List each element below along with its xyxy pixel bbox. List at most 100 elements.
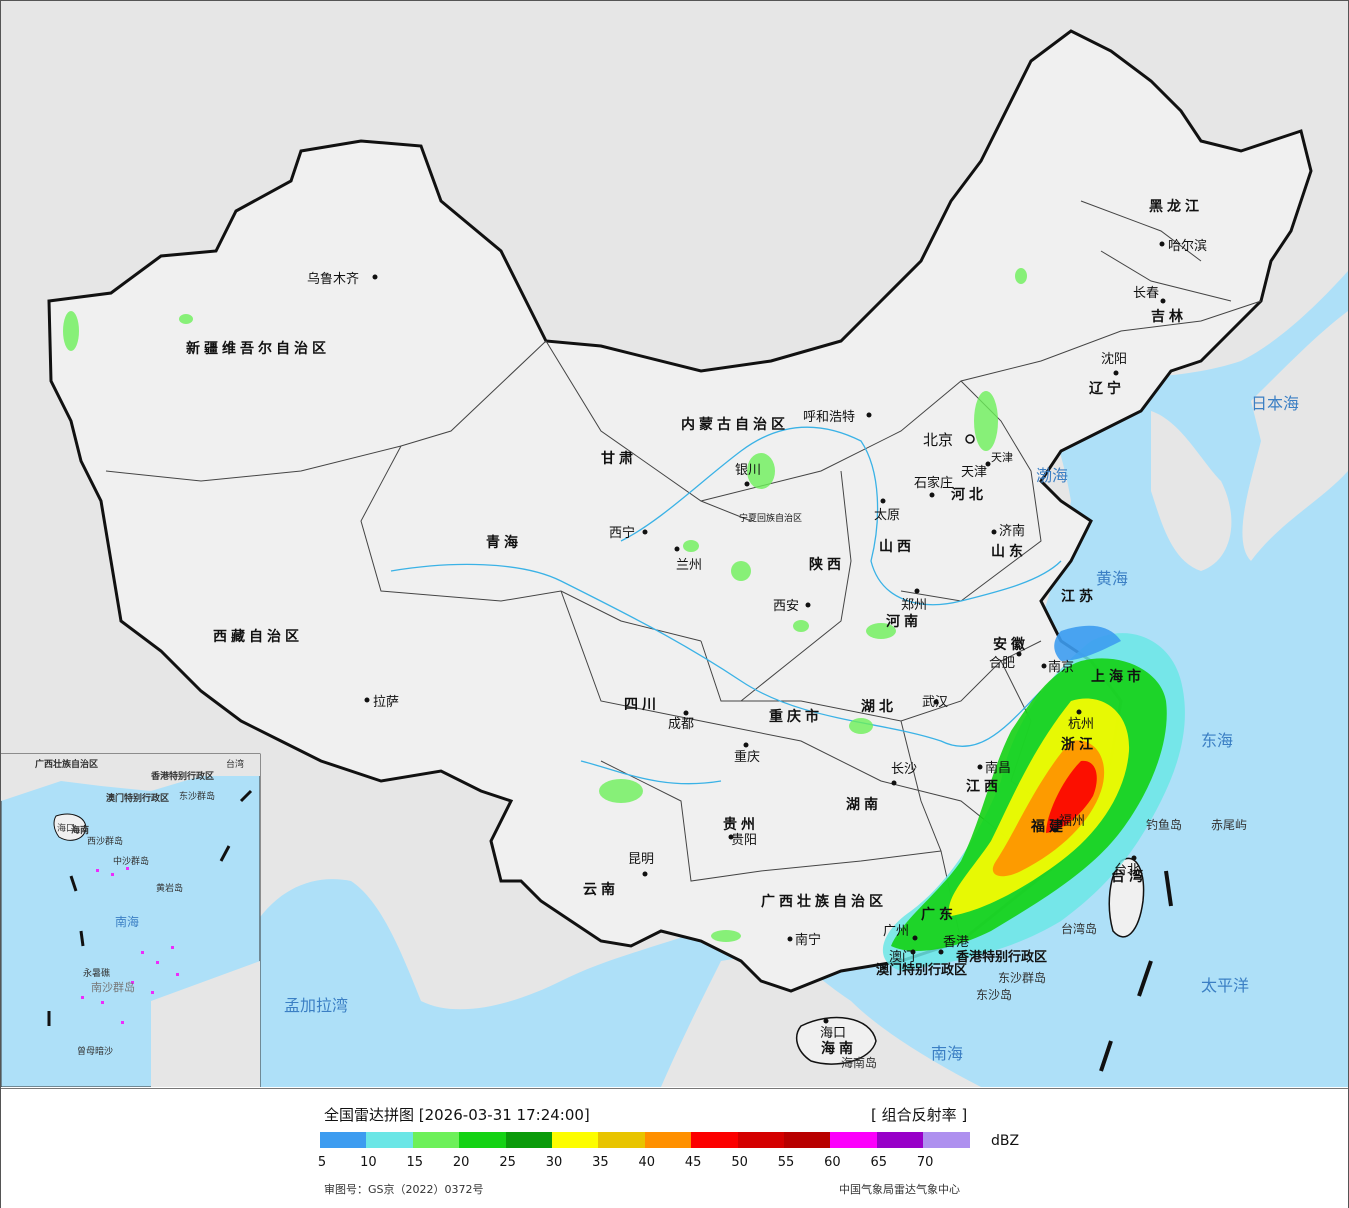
inset-label: 台湾 (226, 758, 244, 770)
province-label: 台湾 (1111, 868, 1147, 885)
sar-label: 澳门特别行政区 (876, 962, 967, 978)
city-label: 沈阳 (1101, 352, 1127, 367)
city-label: 合肥 (989, 656, 1015, 671)
city-label: 郑州 (901, 598, 927, 613)
legend-panel: 全国雷达拼图 [2026-03-31 17:24:00] [ 组合反射率 ] d… (1, 1088, 1348, 1208)
island-label: 赤尾屿 (1211, 818, 1247, 832)
china-mainland (47, 29, 1313, 993)
color-swatch (737, 1132, 785, 1148)
maritime-boundary (1099, 870, 1173, 1072)
sea-label: 太平洋 (1201, 976, 1249, 995)
province-label: 河南 (886, 613, 922, 630)
inset-label: 南海 (115, 914, 139, 929)
inset-label: 曾母暗沙 (77, 1045, 113, 1057)
province-label: 江西 (966, 778, 1002, 795)
province-label: 湖北 (861, 699, 897, 715)
province-label: 青海 (486, 534, 522, 551)
province-label: 广东 (921, 906, 957, 923)
sea-label: 东海 (1201, 731, 1233, 750)
city-label: 北京 (923, 431, 953, 449)
province-label: 辽宁 (1089, 380, 1125, 397)
unit-label: dBZ (991, 1133, 1020, 1149)
province-label: 新疆维吾尔自治区 (186, 340, 330, 357)
color-swatch (923, 1132, 971, 1148)
source-label: 中国气象局雷达气象中心 (839, 1183, 960, 1196)
province-labels: 新疆维吾尔自治区 西藏自治区 青海 甘肃 内蒙古自治区 黑龙江 吉林 辽宁 河北… (186, 198, 1203, 1057)
province-label: 四川 (624, 697, 660, 713)
inset-label: 东沙群岛 (179, 790, 215, 802)
scale-tick: 50 (731, 1155, 748, 1170)
province-label: 甘肃 (601, 450, 637, 467)
city-label: 武汉 (922, 695, 948, 710)
inset-label: 南沙群岛 (91, 980, 135, 994)
city-label: 银川 (735, 463, 761, 478)
scale-tick: 55 (777, 1155, 795, 1170)
scale-tick: 40 (638, 1155, 656, 1170)
inset-label: 香港特别行政区 (150, 770, 214, 782)
city-label: 长沙 (891, 762, 917, 777)
scale-tick: 25 (499, 1155, 516, 1170)
color-swatch (876, 1132, 924, 1148)
province-label: 江苏 (1061, 588, 1097, 605)
province-label: 山西 (879, 539, 915, 555)
color-swatch (366, 1132, 414, 1148)
city-label: 天津 (961, 465, 987, 480)
legend-title: 全国雷达拼图 [2026-03-31 17:24:00] (324, 1106, 590, 1124)
sea-label: 南海 (931, 1044, 963, 1063)
province-label: 安徽 (993, 636, 1029, 653)
korea-japan-land (1151, 311, 1348, 571)
inset-label: 澳门特别行政区 (106, 792, 169, 804)
rivers (390, 426, 1062, 785)
city-label: 广州 (883, 924, 909, 939)
island-label: 东沙岛 (976, 987, 1012, 1002)
product-label: [ 组合反射率 ] (871, 1106, 968, 1124)
scale-tick: 20 (452, 1155, 470, 1170)
city-label: 石家庄 (914, 475, 953, 491)
color-swatch (691, 1132, 739, 1148)
province-label: 贵州 (723, 816, 759, 833)
inset-label: 海南 (71, 824, 89, 836)
city-label: 南昌 (985, 760, 1011, 776)
color-swatch (412, 1132, 460, 1148)
island-label: 钓鱼岛 (1146, 817, 1182, 832)
city-label: 西安 (773, 599, 799, 614)
island-label: 东沙群岛 (998, 970, 1046, 985)
province-label: 上海市 (1091, 668, 1145, 685)
color-swatch (784, 1132, 831, 1148)
scale-tick: 35 (592, 1155, 609, 1170)
inset-label: 永暑礁 (83, 967, 110, 979)
province-label: 山东 (991, 543, 1027, 560)
inset-label: 广西壮族自治区 (35, 758, 98, 770)
province-label: 西藏自治区 (213, 628, 303, 645)
province-label: 内蒙古自治区 (681, 416, 789, 433)
sar-label: 香港特别行政区 (955, 949, 1047, 965)
province-label: 黑龙江 (1149, 198, 1203, 215)
approval-number: 审图号：GS京（2022）0372号 (324, 1183, 484, 1196)
province-label: 海南 (821, 1040, 857, 1057)
radar-echo-east-china (882, 625, 1185, 971)
city-label: 杭州 (1068, 717, 1094, 732)
city-label: 乌鲁木齐 (307, 271, 359, 287)
radar-echo-scattered (63, 268, 1027, 942)
sea-labels: 渤海 黄海 东海 南海 日本海 太平洋 孟加拉湾 (284, 394, 1299, 1063)
city-label: 南宁 (795, 932, 821, 948)
sar-labels: 香港特别行政区 澳门特别行政区 (876, 949, 1047, 978)
city-label: 昆明 (628, 852, 654, 867)
province-label: 重庆市 (769, 708, 823, 725)
sea-label: 孟加拉湾 (284, 996, 348, 1015)
sea-label: 黄海 (1096, 569, 1128, 588)
sea-label: 日本海 (1251, 394, 1299, 413)
province-label: 吉林 (1151, 308, 1187, 325)
city-label: 贵阳 (731, 833, 757, 848)
city-label: 拉萨 (373, 695, 399, 710)
color-swatch (644, 1132, 692, 1148)
city-label: 济南 (999, 523, 1025, 539)
city-label: 台北 (1114, 863, 1140, 878)
color-swatch (320, 1132, 367, 1148)
city-label: 哈尔滨 (1168, 238, 1207, 254)
scale-tick: 70 (916, 1155, 934, 1170)
province-label: 浙江 (1061, 736, 1097, 753)
city-label: 南京 (1048, 659, 1074, 675)
scale-tick: 15 (406, 1155, 424, 1170)
inset-label: 中沙群岛 (113, 855, 149, 867)
